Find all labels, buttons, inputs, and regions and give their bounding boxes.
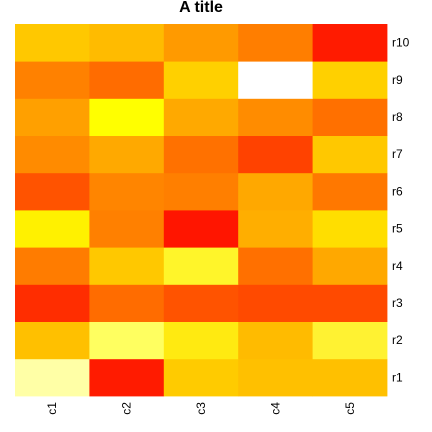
heatmap-cell-r1-c1: [15, 358, 90, 397]
heatmap-cell-r2-c4: [238, 321, 313, 360]
heatmap-cell-r3-c1: [15, 284, 90, 322]
chart-title: A title: [179, 0, 223, 16]
heatmap-cell-r6-c5: [312, 172, 388, 211]
heatmap-cells: [15, 24, 388, 397]
heatmap-cell-r5-c2: [89, 210, 165, 248]
heatmap-cell-r10-c1: [15, 24, 90, 62]
heatmap-cell-r9-c4: [238, 61, 313, 99]
row-labels: r1 r2 r3 r4 r5 r6 r7 r8 r9 r10: [392, 36, 410, 385]
heatmap-cell-r3-c3: [163, 284, 239, 322]
row-label-r5: r5: [392, 222, 403, 236]
heatmap-cell-r9-c5: [312, 61, 388, 99]
heatmap-cell-r3-c2: [89, 284, 165, 322]
heatmap-cell-r2-c2: [89, 321, 165, 360]
heatmap-cell-r6-c1: [15, 172, 90, 211]
heatmap-cell-r9-c3: [163, 61, 239, 99]
row-label-r10: r10: [392, 36, 410, 50]
heatmap-cell-r7-c1: [15, 135, 90, 174]
heatmap-cell-r5-c4: [238, 210, 313, 248]
heatmap-cell-r4-c3: [163, 247, 239, 285]
heatmap-cell-r2-c1: [15, 321, 90, 360]
heatmap-cell-r10-c4: [238, 24, 313, 62]
heatmap-cell-r6-c3: [163, 172, 239, 211]
row-label-r2: r2: [392, 333, 403, 347]
row-label-r3: r3: [392, 296, 403, 310]
column-labels: c1 c2 c3 c4 c5: [45, 402, 357, 415]
heatmap-cell-r2-c5: [312, 321, 388, 360]
heatmap-cell-r4-c1: [15, 247, 90, 285]
heatmap-cell-r8-c5: [312, 98, 388, 136]
heatmap-cell-r9-c1: [15, 61, 90, 99]
heatmap-cell-r7-c3: [163, 135, 239, 174]
heatmap-cell-r2-c3: [163, 321, 239, 360]
heatmap-cell-r1-c2: [89, 358, 165, 397]
row-label-r1: r1: [392, 370, 403, 384]
heatmap-cell-r1-c3: [163, 358, 239, 397]
heatmap-cell-r8-c2: [89, 98, 165, 136]
heatmap-cell-r10-c5: [312, 24, 388, 62]
heatmap-cell-r7-c2: [89, 135, 165, 174]
row-label-r9: r9: [392, 73, 403, 87]
row-label-r7: r7: [392, 147, 403, 161]
heatmap-cell-r4-c5: [312, 247, 388, 285]
heatmap-cell-r5-c3: [163, 210, 239, 248]
heatmap-cell-r8-c1: [15, 98, 90, 136]
column-label-c1: c1: [45, 402, 59, 415]
heatmap-cell-r6-c2: [89, 172, 165, 211]
row-label-r8: r8: [392, 110, 403, 124]
column-label-c5: c5: [343, 402, 357, 415]
heatmap-cell-r1-c5: [312, 358, 388, 397]
heatmap-cell-r4-c4: [238, 247, 313, 285]
heatmap-cell-r10-c3: [163, 24, 239, 62]
column-label-c2: c2: [120, 402, 134, 415]
heatmap-cell-r9-c2: [89, 61, 165, 99]
heatmap-cell-r1-c4: [238, 358, 313, 397]
column-label-c3: c3: [194, 402, 208, 415]
heatmap-cell-r6-c4: [238, 172, 313, 211]
heatmap-cell-r7-c4: [238, 135, 313, 174]
heatmap-cell-r3-c4: [238, 284, 313, 322]
heatmap-cell-r5-c1: [15, 210, 90, 248]
row-label-r6: r6: [392, 184, 403, 198]
heatmap-cell-r10-c2: [89, 24, 165, 62]
heatmap-cell-r7-c5: [312, 135, 388, 174]
column-label-c4: c4: [268, 402, 282, 415]
heatmap-cell-r5-c5: [312, 210, 388, 248]
row-label-r4: r4: [392, 259, 403, 273]
heatmap-cell-r3-c5: [312, 284, 388, 322]
heatmap-cell-r8-c3: [163, 98, 239, 136]
heatmap-cell-r4-c2: [89, 247, 165, 285]
heatmap-cell-r8-c4: [238, 98, 313, 136]
